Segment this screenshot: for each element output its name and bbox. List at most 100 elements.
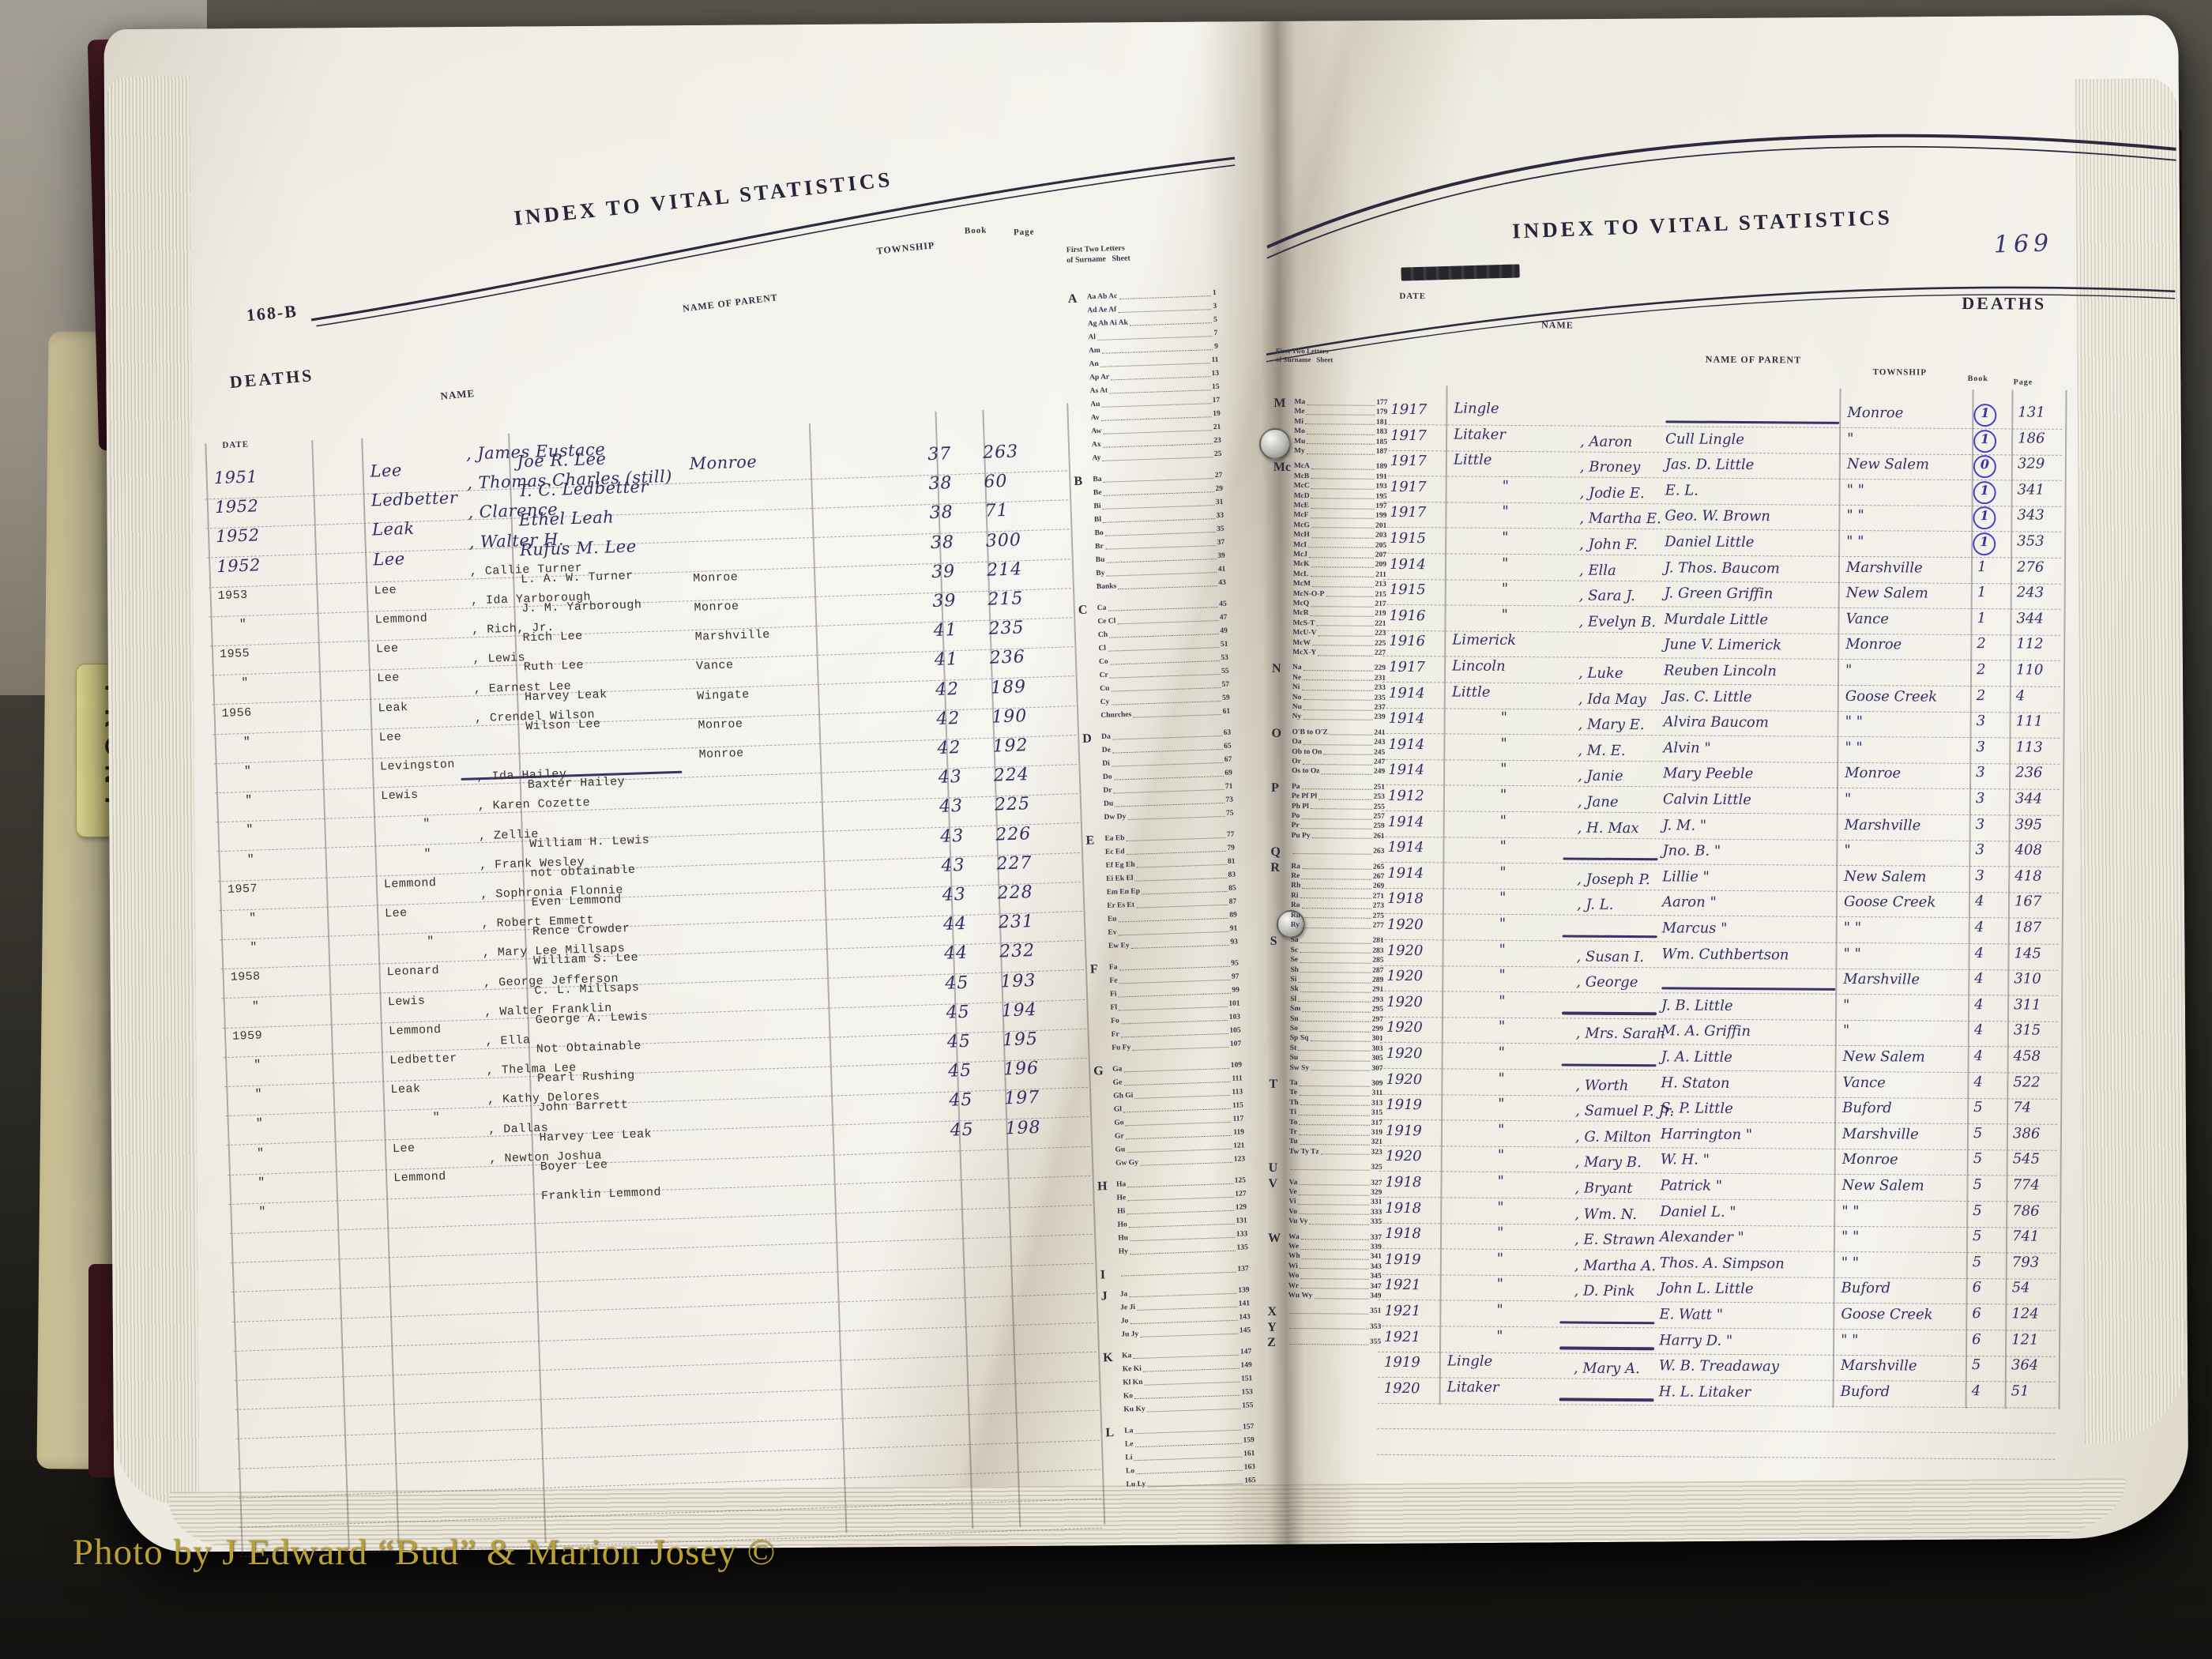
surname-index-item: An 11 <box>1089 356 1218 369</box>
index-sheet-number: 321 <box>1371 1138 1382 1147</box>
index-sheet-number: 315 <box>1371 1108 1383 1118</box>
parent-cell: Thos. A. Simpson <box>1659 1255 1785 1273</box>
book-cell: 43 <box>939 826 965 847</box>
dotted-leader <box>1310 1040 1371 1042</box>
page-cell: 74 <box>2013 1099 2032 1116</box>
left-surname-index-header: First Two Letters of Surname Sheet <box>1066 243 1130 265</box>
index-sheet-number: 33 <box>1216 511 1224 521</box>
index-label: Ri <box>1291 891 1299 900</box>
given-name-cell: , Mary A. <box>1573 1360 1640 1378</box>
index-label: Sw Sy <box>1289 1063 1310 1072</box>
index-label: Vi <box>1288 1198 1296 1206</box>
dotted-leader <box>1311 536 1374 539</box>
page-cell: 186 <box>2018 430 2045 447</box>
index-label: McE <box>1293 502 1310 510</box>
dotted-leader <box>1300 1059 1371 1062</box>
page-cell: 276 <box>2016 559 2045 576</box>
dotted-leader <box>1301 818 1372 820</box>
surname-cell: Leak <box>371 519 416 540</box>
dotted-leader <box>1310 808 1372 810</box>
surname-index-item: We 339 <box>1288 1243 1382 1251</box>
date-cell: 1953 <box>217 588 248 603</box>
parent-cell: Alvin " <box>1663 739 1711 757</box>
index-sheet-number: 205 <box>1375 541 1387 550</box>
index-sheet-number: 37 <box>1217 538 1225 547</box>
index-label: Da <box>1101 732 1112 742</box>
surname-index-item: Ta 309 <box>1289 1079 1382 1088</box>
page-cell: 51 <box>2011 1382 2030 1400</box>
index-label: Bl <box>1093 515 1102 525</box>
parent-cell: Daniel L. " <box>1660 1202 1736 1221</box>
page-cell: 192 <box>992 735 1029 757</box>
index-label: St <box>1289 1044 1297 1052</box>
index-label: Ew Ey <box>1108 942 1130 950</box>
book-cell: 1 <box>1973 480 1996 505</box>
index-sheet-number: 225 <box>1374 639 1386 648</box>
page-cell: 231 <box>998 912 1035 933</box>
surname-index-item: Sh 287 <box>1290 966 1383 975</box>
index-label: McQ <box>1292 600 1310 608</box>
index-sheet-number: 317 <box>1371 1119 1383 1127</box>
page-cell: 124 <box>2011 1305 2039 1322</box>
index-sheet-number: 9 <box>1214 342 1219 352</box>
dotted-leader <box>1301 788 1372 791</box>
surname-index-item: Vu Vy 335 <box>1288 1217 1382 1226</box>
township-cell: " " <box>1841 1254 1860 1271</box>
surname-cell: " <box>1499 967 1506 984</box>
index-sheet-number: 57 <box>1221 680 1230 689</box>
dotted-leader <box>1100 416 1212 421</box>
date-cell: 1918 <box>1384 1225 1421 1243</box>
given-name-cell: , H. Max <box>1577 819 1639 837</box>
index-sheet-number: 145 <box>1239 1326 1251 1335</box>
index-label: Ha <box>1115 1180 1127 1189</box>
index-label: Churches <box>1100 710 1132 720</box>
page-cell: 167 <box>2014 893 2042 911</box>
date-cell: " <box>258 1205 267 1219</box>
township-cell: Monroe <box>689 452 758 474</box>
date-cell: 1917 <box>1390 478 1427 496</box>
dotted-leader <box>1301 689 1373 691</box>
dotted-leader <box>1299 1030 1371 1033</box>
index-sheet-number: 245 <box>1374 748 1386 757</box>
index-sheet-number: 115 <box>1232 1101 1243 1110</box>
date-cell: 1959 <box>231 1029 263 1044</box>
surname-index-item: Me 179 <box>1294 408 1387 416</box>
index-sheet-number: 295 <box>1371 1005 1384 1014</box>
surname-index-item: Ve 329 <box>1288 1188 1382 1197</box>
book-cell: 5 <box>1971 1356 1981 1374</box>
index-sheet-number: 307 <box>1371 1064 1383 1073</box>
given-name-cell: , Joseph P. <box>1577 871 1650 889</box>
given-name-cell: , Susan I. <box>1576 948 1645 965</box>
index-label: Gr <box>1114 1132 1124 1141</box>
index-letter: G <box>1093 1064 1104 1078</box>
left-sheet-code: 168-B <box>245 300 299 325</box>
book-cell: 45 <box>946 1031 972 1052</box>
book-cell: 45 <box>948 1090 973 1112</box>
index-sheet-number: 143 <box>1239 1313 1251 1322</box>
index-label: No <box>1292 693 1302 702</box>
given-name-cell: , Jane <box>1577 793 1619 811</box>
date-cell: 1917 <box>1389 658 1425 676</box>
dotted-leader <box>1101 348 1213 354</box>
dotted-leader <box>1311 837 1372 840</box>
parent-cell: Reuben Lincoln <box>1663 662 1777 680</box>
index-sheet-number: 249 <box>1373 768 1386 777</box>
index-sheet-number: 351 <box>1370 1307 1382 1316</box>
surname-cell: " <box>1497 1172 1504 1190</box>
surname-index-item: No 235 <box>1292 694 1386 702</box>
date-cell: 1914 <box>1388 684 1425 702</box>
index-sheet-number: 283 <box>1372 946 1384 955</box>
book-cell: 5 <box>1973 1124 1983 1142</box>
date-cell: 1920 <box>1386 916 1424 934</box>
parent-cell: W. B. Treadaway <box>1658 1357 1780 1375</box>
date-cell: " <box>251 999 260 1014</box>
index-sheet-number: 155 <box>1241 1401 1254 1410</box>
index-label: Jo <box>1120 1317 1129 1326</box>
page-cell: 190 <box>991 705 1028 728</box>
index-label: So <box>1289 1025 1298 1033</box>
binder-post-top <box>1259 428 1291 460</box>
page-cell: 236 <box>989 647 1026 669</box>
right-page: INDEX TO VITAL STATISTICS 169 DEATHS DAT… <box>1258 92 2176 1552</box>
index-label: Aa Ab Ac <box>1086 292 1118 302</box>
index-label: Ny <box>1292 713 1302 721</box>
